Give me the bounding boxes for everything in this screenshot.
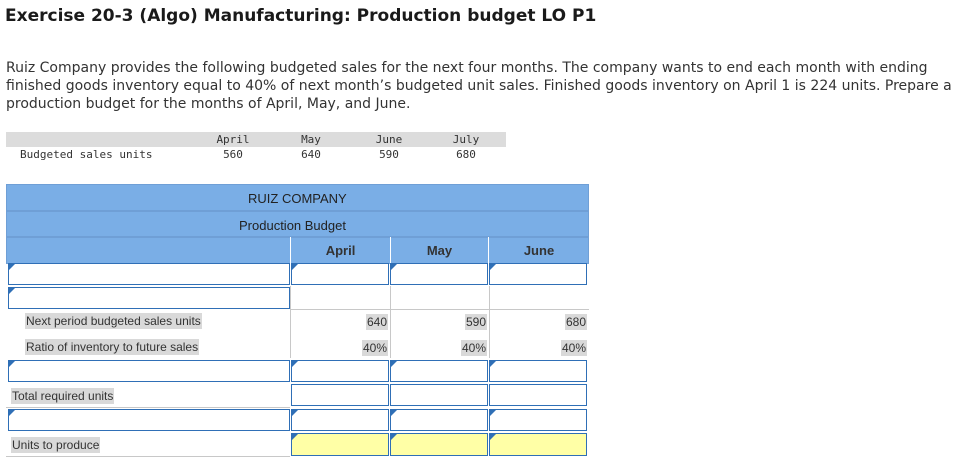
input-marker-icon bbox=[9, 264, 15, 270]
production-budget-worksheet: RUIZ COMPANY Production Budget April May… bbox=[6, 184, 589, 459]
input-marker-icon bbox=[9, 410, 15, 416]
total-required-label: Total required units bbox=[11, 388, 115, 404]
input-marker-icon bbox=[292, 434, 298, 440]
row1-label-input[interactable] bbox=[8, 263, 290, 285]
total-required-june-input[interactable] bbox=[489, 384, 587, 406]
row7-june-input[interactable] bbox=[489, 409, 587, 431]
next-sales-april-value: 640 bbox=[365, 314, 388, 330]
next-sales-label: Next period budgeted sales units bbox=[25, 313, 202, 329]
row1-may-input[interactable] bbox=[390, 263, 488, 285]
input-marker-icon bbox=[391, 361, 397, 367]
grid-divider bbox=[290, 310, 291, 358]
total-required-row: Total required units bbox=[6, 383, 290, 408]
row2-label-input[interactable] bbox=[8, 287, 290, 309]
column-header-june: June bbox=[488, 237, 589, 264]
budget-title: Production Budget bbox=[239, 218, 346, 233]
input-marker-icon bbox=[490, 434, 496, 440]
ratio-june: 40% bbox=[489, 338, 589, 358]
input-marker-icon bbox=[9, 288, 15, 294]
row7-april-input[interactable] bbox=[291, 409, 389, 431]
ratio-june-value: 40% bbox=[560, 340, 587, 356]
row5-may-input[interactable] bbox=[390, 360, 488, 382]
input-marker-icon bbox=[490, 410, 496, 416]
sales-month-april: April bbox=[216, 133, 250, 146]
units-to-produce-may-input[interactable] bbox=[390, 433, 488, 456]
row5-april-input[interactable] bbox=[291, 360, 389, 382]
problem-text: Ruiz Company provides the following budg… bbox=[6, 60, 952, 112]
company-name: RUIZ COMPANY bbox=[248, 191, 347, 206]
row2-april-cell bbox=[290, 286, 390, 310]
input-marker-icon bbox=[391, 264, 397, 270]
next-sales-june: 680 bbox=[489, 312, 589, 332]
next-sales-june-value: 680 bbox=[564, 314, 587, 330]
input-marker-icon bbox=[292, 410, 298, 416]
row5-label-input[interactable] bbox=[8, 360, 290, 382]
total-required-may-input[interactable] bbox=[390, 384, 488, 406]
row1-april-input[interactable] bbox=[291, 263, 389, 285]
sales-month-july: July bbox=[452, 133, 480, 146]
ratio-may-value: 40% bbox=[460, 340, 487, 356]
ratio-april-value: 40% bbox=[361, 340, 388, 356]
ratio-label: Ratio of inventory to future sales bbox=[25, 339, 200, 355]
row2-june-cell bbox=[489, 286, 589, 310]
sales-header-strip bbox=[6, 132, 506, 147]
ratio-april: 40% bbox=[290, 338, 390, 358]
sales-value-april: 560 bbox=[223, 148, 243, 161]
row5-june-input[interactable] bbox=[489, 360, 587, 382]
input-marker-icon bbox=[292, 264, 298, 270]
input-marker-icon bbox=[9, 361, 15, 367]
input-marker-icon bbox=[391, 410, 397, 416]
input-marker-icon bbox=[490, 264, 496, 270]
sales-value-may: 640 bbox=[301, 148, 321, 161]
units-to-produce-april-input[interactable] bbox=[291, 433, 389, 456]
sales-value-july: 680 bbox=[456, 148, 476, 161]
row2-may-cell bbox=[390, 286, 489, 310]
grid-divider bbox=[489, 310, 490, 358]
units-to-produce-label: Units to produce bbox=[11, 437, 101, 453]
input-marker-icon bbox=[490, 361, 496, 367]
sales-data-table: April May June July Budgeted sales units… bbox=[6, 132, 506, 164]
sales-month-may: May bbox=[301, 133, 321, 146]
total-required-april-input[interactable] bbox=[291, 384, 389, 406]
grid-divider bbox=[390, 310, 391, 358]
row7-label-input[interactable] bbox=[8, 409, 290, 431]
row1-june-input[interactable] bbox=[489, 263, 587, 285]
company-header: RUIZ COMPANY bbox=[6, 184, 589, 211]
next-sales-may: 590 bbox=[390, 312, 489, 332]
units-to-produce-row: Units to produce bbox=[6, 432, 290, 457]
sales-month-june: June bbox=[375, 133, 403, 146]
column-header-may: May bbox=[390, 237, 488, 264]
page-title: Exercise 20-3 (Algo) Manufacturing: Prod… bbox=[5, 6, 597, 26]
budget-title-header: Production Budget bbox=[6, 211, 589, 237]
units-to-produce-june-input[interactable] bbox=[489, 433, 587, 456]
input-marker-icon bbox=[391, 434, 397, 440]
next-sales-may-value: 590 bbox=[464, 314, 487, 330]
next-sales-april: 640 bbox=[290, 312, 390, 332]
sales-row-label: Budgeted sales units bbox=[20, 148, 153, 161]
ratio-may: 40% bbox=[390, 338, 489, 358]
input-marker-icon bbox=[292, 361, 298, 367]
column-header-april: April bbox=[290, 237, 390, 264]
row7-may-input[interactable] bbox=[390, 409, 488, 431]
sales-value-june: 590 bbox=[379, 148, 399, 161]
